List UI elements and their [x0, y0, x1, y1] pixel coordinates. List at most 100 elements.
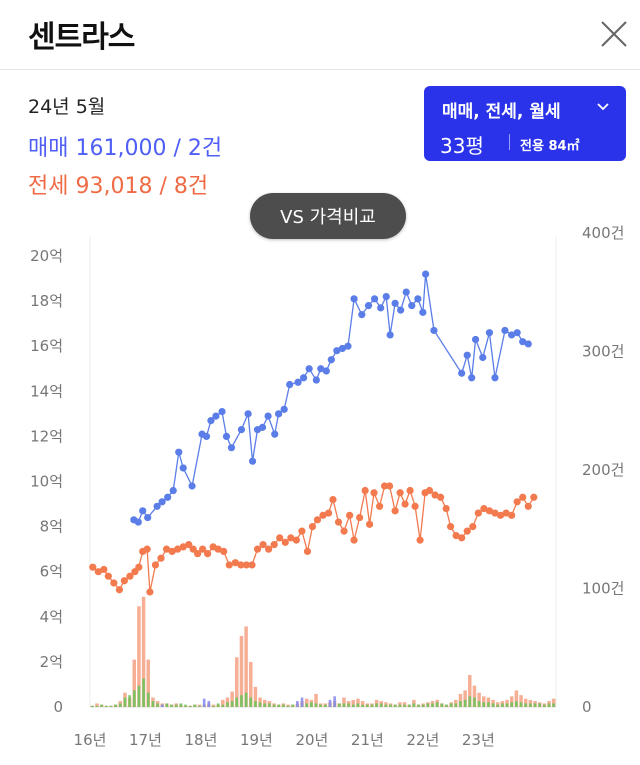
volume-bar [188, 705, 192, 707]
price-point [508, 331, 516, 339]
price-line [133, 273, 529, 524]
x-tick-label: 17년 [129, 731, 162, 749]
price-point [370, 489, 378, 497]
volume-bar [398, 702, 402, 707]
price-point [324, 509, 333, 517]
price-point [209, 543, 217, 551]
summary-sale: 매매 161,000 / 2건 [28, 136, 223, 161]
volume-bar [337, 703, 342, 707]
volume-bar [305, 703, 308, 707]
volume-bar [174, 704, 178, 707]
volume-bar [324, 704, 327, 707]
volume-bar [146, 659, 150, 707]
volume-bar [440, 703, 444, 707]
price-point [179, 464, 187, 472]
y-right-tick-label: 300건 [582, 343, 624, 361]
x-tick-label: 19년 [240, 731, 273, 749]
volume-bar [491, 703, 495, 707]
price-point [175, 448, 183, 456]
price-point [397, 306, 405, 314]
price-point [220, 547, 228, 556]
trade-type-filter-button[interactable]: 매매, 전세, 월세 33평 전용 84㎡ [424, 86, 626, 161]
volume-bar [379, 701, 383, 707]
volume-bar [291, 704, 294, 707]
y-left-tick-label: 14억 [30, 382, 63, 400]
price-point [294, 378, 302, 386]
volume-bar [276, 704, 281, 707]
price-point [120, 577, 128, 585]
volume-bar [515, 701, 518, 707]
price-point [312, 376, 320, 384]
volume-bar [160, 704, 164, 707]
volume-bar [435, 702, 439, 707]
price-point [271, 430, 279, 438]
volume-bar [193, 704, 197, 707]
price-point [391, 299, 399, 307]
vs-compare-button[interactable]: VS 가격비교 [250, 193, 406, 239]
volume-bar [314, 703, 318, 707]
volume-bar [384, 704, 388, 707]
volume-bar [235, 697, 239, 707]
volume-bar [318, 703, 323, 707]
volume-bar [463, 690, 467, 707]
y-left-tick-label: 8억 [40, 518, 63, 536]
volume-bar [509, 696, 514, 707]
price-point [463, 351, 471, 359]
y-left-tick-label: 12억 [30, 427, 63, 445]
volume-bar [402, 702, 407, 707]
price-point [237, 561, 245, 569]
volume-bar [417, 704, 420, 707]
volume-bar [263, 699, 267, 707]
volume-bar [114, 704, 117, 707]
volume-bar [156, 703, 159, 707]
price-point [446, 523, 455, 531]
price-point [298, 527, 306, 535]
price-point [491, 509, 499, 517]
volume-bar [296, 701, 299, 707]
volume-bar [221, 704, 225, 707]
volume-bar [137, 606, 141, 707]
price-point [431, 491, 439, 499]
volume-bar [360, 701, 365, 707]
price-point [442, 504, 450, 513]
volume-bar [197, 704, 202, 707]
volume-bar [99, 704, 104, 707]
volume-bar [543, 704, 546, 707]
price-point [174, 545, 182, 553]
price-point [364, 302, 373, 310]
volume-bar [514, 690, 519, 707]
volume-bar [90, 705, 95, 707]
volume-bar [221, 699, 225, 707]
price-point [437, 493, 445, 501]
volume-bar [403, 704, 406, 707]
price-point [524, 340, 532, 348]
volume-bar [216, 704, 220, 707]
price-point [276, 534, 284, 542]
volume-bar [501, 703, 504, 707]
volume-bar [482, 696, 486, 707]
volume-bar [454, 699, 458, 707]
price-point [199, 545, 207, 553]
volume-bar [426, 703, 430, 707]
price-point [425, 486, 434, 495]
volume-bar [346, 701, 351, 707]
volume-bar [356, 703, 360, 707]
volume-bar [100, 704, 103, 707]
volume-bar [356, 698, 360, 707]
volume-bar [351, 699, 356, 707]
price-point [408, 302, 416, 310]
volume-bar [95, 703, 99, 707]
volume-bar [230, 701, 234, 707]
volume-bar [487, 702, 490, 707]
price-point [344, 342, 352, 350]
y-left-tick-label: 2억 [40, 653, 63, 671]
price-point [350, 536, 358, 544]
close-icon[interactable] [594, 14, 634, 54]
price-point [471, 335, 480, 344]
divider [509, 134, 510, 150]
price-point [524, 502, 532, 510]
price-point [414, 295, 422, 303]
volume-bar [272, 703, 276, 707]
price-point [151, 561, 160, 569]
volume-bar [290, 704, 295, 707]
